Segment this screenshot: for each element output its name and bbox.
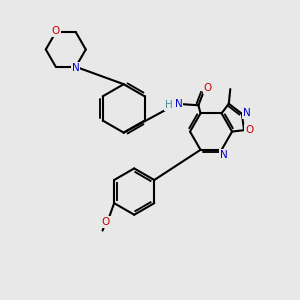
Text: N: N: [243, 108, 251, 118]
Text: O: O: [204, 83, 212, 93]
Text: N: N: [72, 63, 80, 73]
Text: N: N: [175, 99, 182, 109]
Text: O: O: [102, 217, 110, 227]
Text: O: O: [245, 125, 254, 135]
Text: N: N: [220, 150, 228, 160]
Text: O: O: [52, 26, 60, 36]
Text: H: H: [165, 100, 173, 110]
